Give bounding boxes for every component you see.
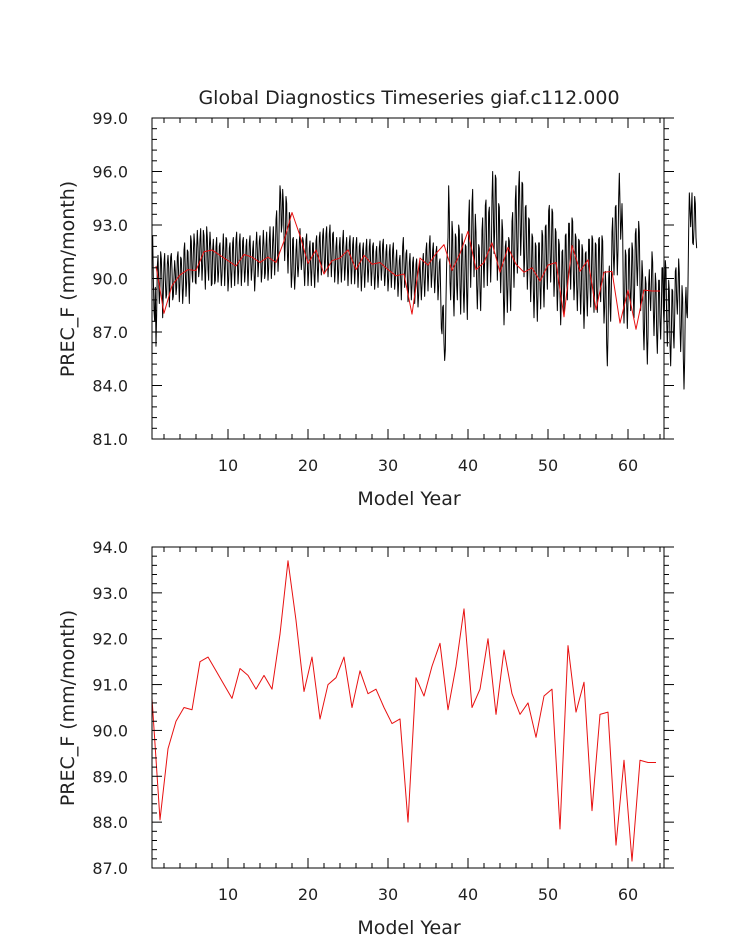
x-tick-label: 60 <box>618 456 638 475</box>
x-tick-label: 20 <box>298 885 318 904</box>
series-line-0 <box>151 171 698 390</box>
chart-bottom-marks <box>151 560 656 862</box>
y-tick-label: 90.0 <box>92 721 128 740</box>
x-tick-label: 40 <box>458 456 478 475</box>
x-axis-label: Model Year <box>357 917 461 939</box>
y-tick-label: 87.0 <box>92 323 128 342</box>
x-tick-label: 50 <box>538 456 558 475</box>
chart-bottom-ticks: 10 20 30 40 50 60 87.0 88.0 89.0 90.0 91.0 92.0 93.0… <box>92 538 674 904</box>
y-tick-label: 99.0 <box>92 109 128 128</box>
y-tick-label: 90.0 <box>92 270 128 289</box>
chart-title: Global Diagnostics Timeseries giaf.c112.… <box>198 87 619 109</box>
x-axis-label: Model Year <box>357 488 461 510</box>
chart-bottom: 10 20 30 40 50 60 87.0 88.0 89.0 90.0 91.0 92.0 93.0… <box>57 538 674 939</box>
x-tick-label: 60 <box>618 885 638 904</box>
y-tick-label: 91.0 <box>92 676 128 695</box>
x-tick-label: 10 <box>218 456 238 475</box>
chart-top-ticks: 10 20 30 40 50 60 81.0 84.0 87.0 90.0 93.0 96.0 99.0 <box>92 109 674 475</box>
y-tick-label: 93.0 <box>92 216 128 235</box>
y-tick-label: 81.0 <box>92 430 128 449</box>
y-tick-label: 96.0 <box>92 163 128 182</box>
chart-top: Global Diagnostics Timeseries giaf.c112.… <box>57 87 698 510</box>
y-tick-label: 92.0 <box>92 630 128 649</box>
x-tick-label: 30 <box>378 456 398 475</box>
x-tick-label: 40 <box>458 885 478 904</box>
y-tick-label: 89.0 <box>92 767 128 786</box>
x-tick-label: 10 <box>218 885 238 904</box>
y-tick-label: 84.0 <box>92 377 128 396</box>
chart-bottom-frame <box>151 546 665 869</box>
y-axis-label: PREC_F (mm/month) <box>57 181 79 377</box>
y-tick-label: 93.0 <box>92 584 128 603</box>
y-tick-label: 87.0 <box>92 859 128 878</box>
chart-top-marks <box>151 171 698 390</box>
series-line-0 <box>151 560 656 862</box>
series-line-1 <box>155 212 660 330</box>
y-tick-label: 88.0 <box>92 813 128 832</box>
x-tick-label: 30 <box>378 885 398 904</box>
x-tick-label: 50 <box>538 885 558 904</box>
x-tick-label: 20 <box>298 456 318 475</box>
y-tick-label: 94.0 <box>92 538 128 557</box>
y-axis-label: PREC_F (mm/month) <box>57 610 79 806</box>
